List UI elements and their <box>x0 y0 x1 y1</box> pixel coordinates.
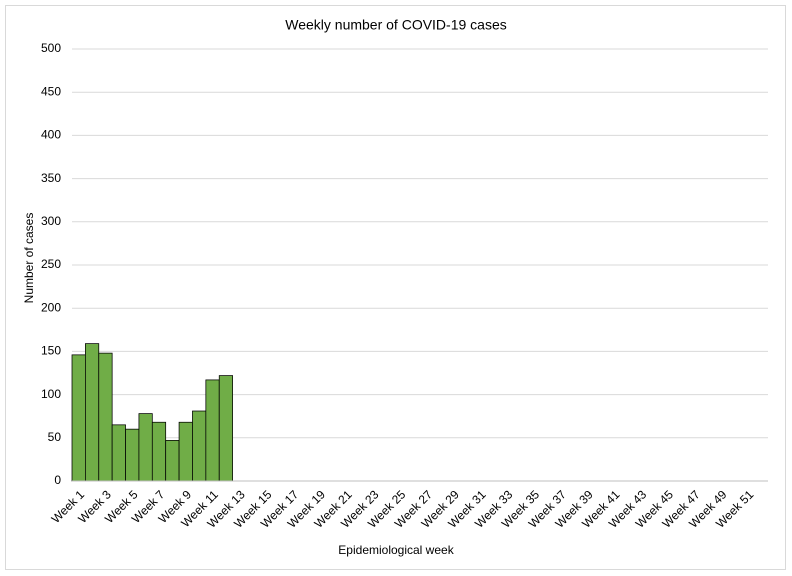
bar <box>111 424 126 482</box>
y-axis-label: Number of cases <box>22 213 36 304</box>
bar <box>205 379 220 482</box>
y-tick-label: 250 <box>41 257 61 271</box>
chart-border <box>5 5 786 570</box>
chart-title: Weekly number of COVID-19 cases <box>285 17 507 33</box>
y-tick-label: 50 <box>48 430 62 444</box>
y-tick-label: 400 <box>41 128 61 142</box>
y-tick-label: 500 <box>41 41 61 55</box>
bar <box>218 375 233 482</box>
bar <box>71 354 86 482</box>
bar <box>192 410 207 482</box>
y-tick-label: 300 <box>41 214 61 228</box>
bar <box>165 440 180 482</box>
bar <box>85 343 100 482</box>
bar <box>138 413 153 482</box>
bar <box>125 428 140 482</box>
y-tick-label: 450 <box>41 84 61 98</box>
y-tick-label: 350 <box>41 171 61 185</box>
bar <box>151 421 167 482</box>
y-tick-label: 200 <box>41 300 61 314</box>
y-tick-label: 100 <box>41 387 61 401</box>
y-tick-label: 0 <box>54 473 61 487</box>
y-tick-label: 150 <box>41 344 61 358</box>
x-axis-label: Epidemiological week <box>338 543 454 557</box>
bar <box>98 352 113 482</box>
bar <box>178 421 193 482</box>
